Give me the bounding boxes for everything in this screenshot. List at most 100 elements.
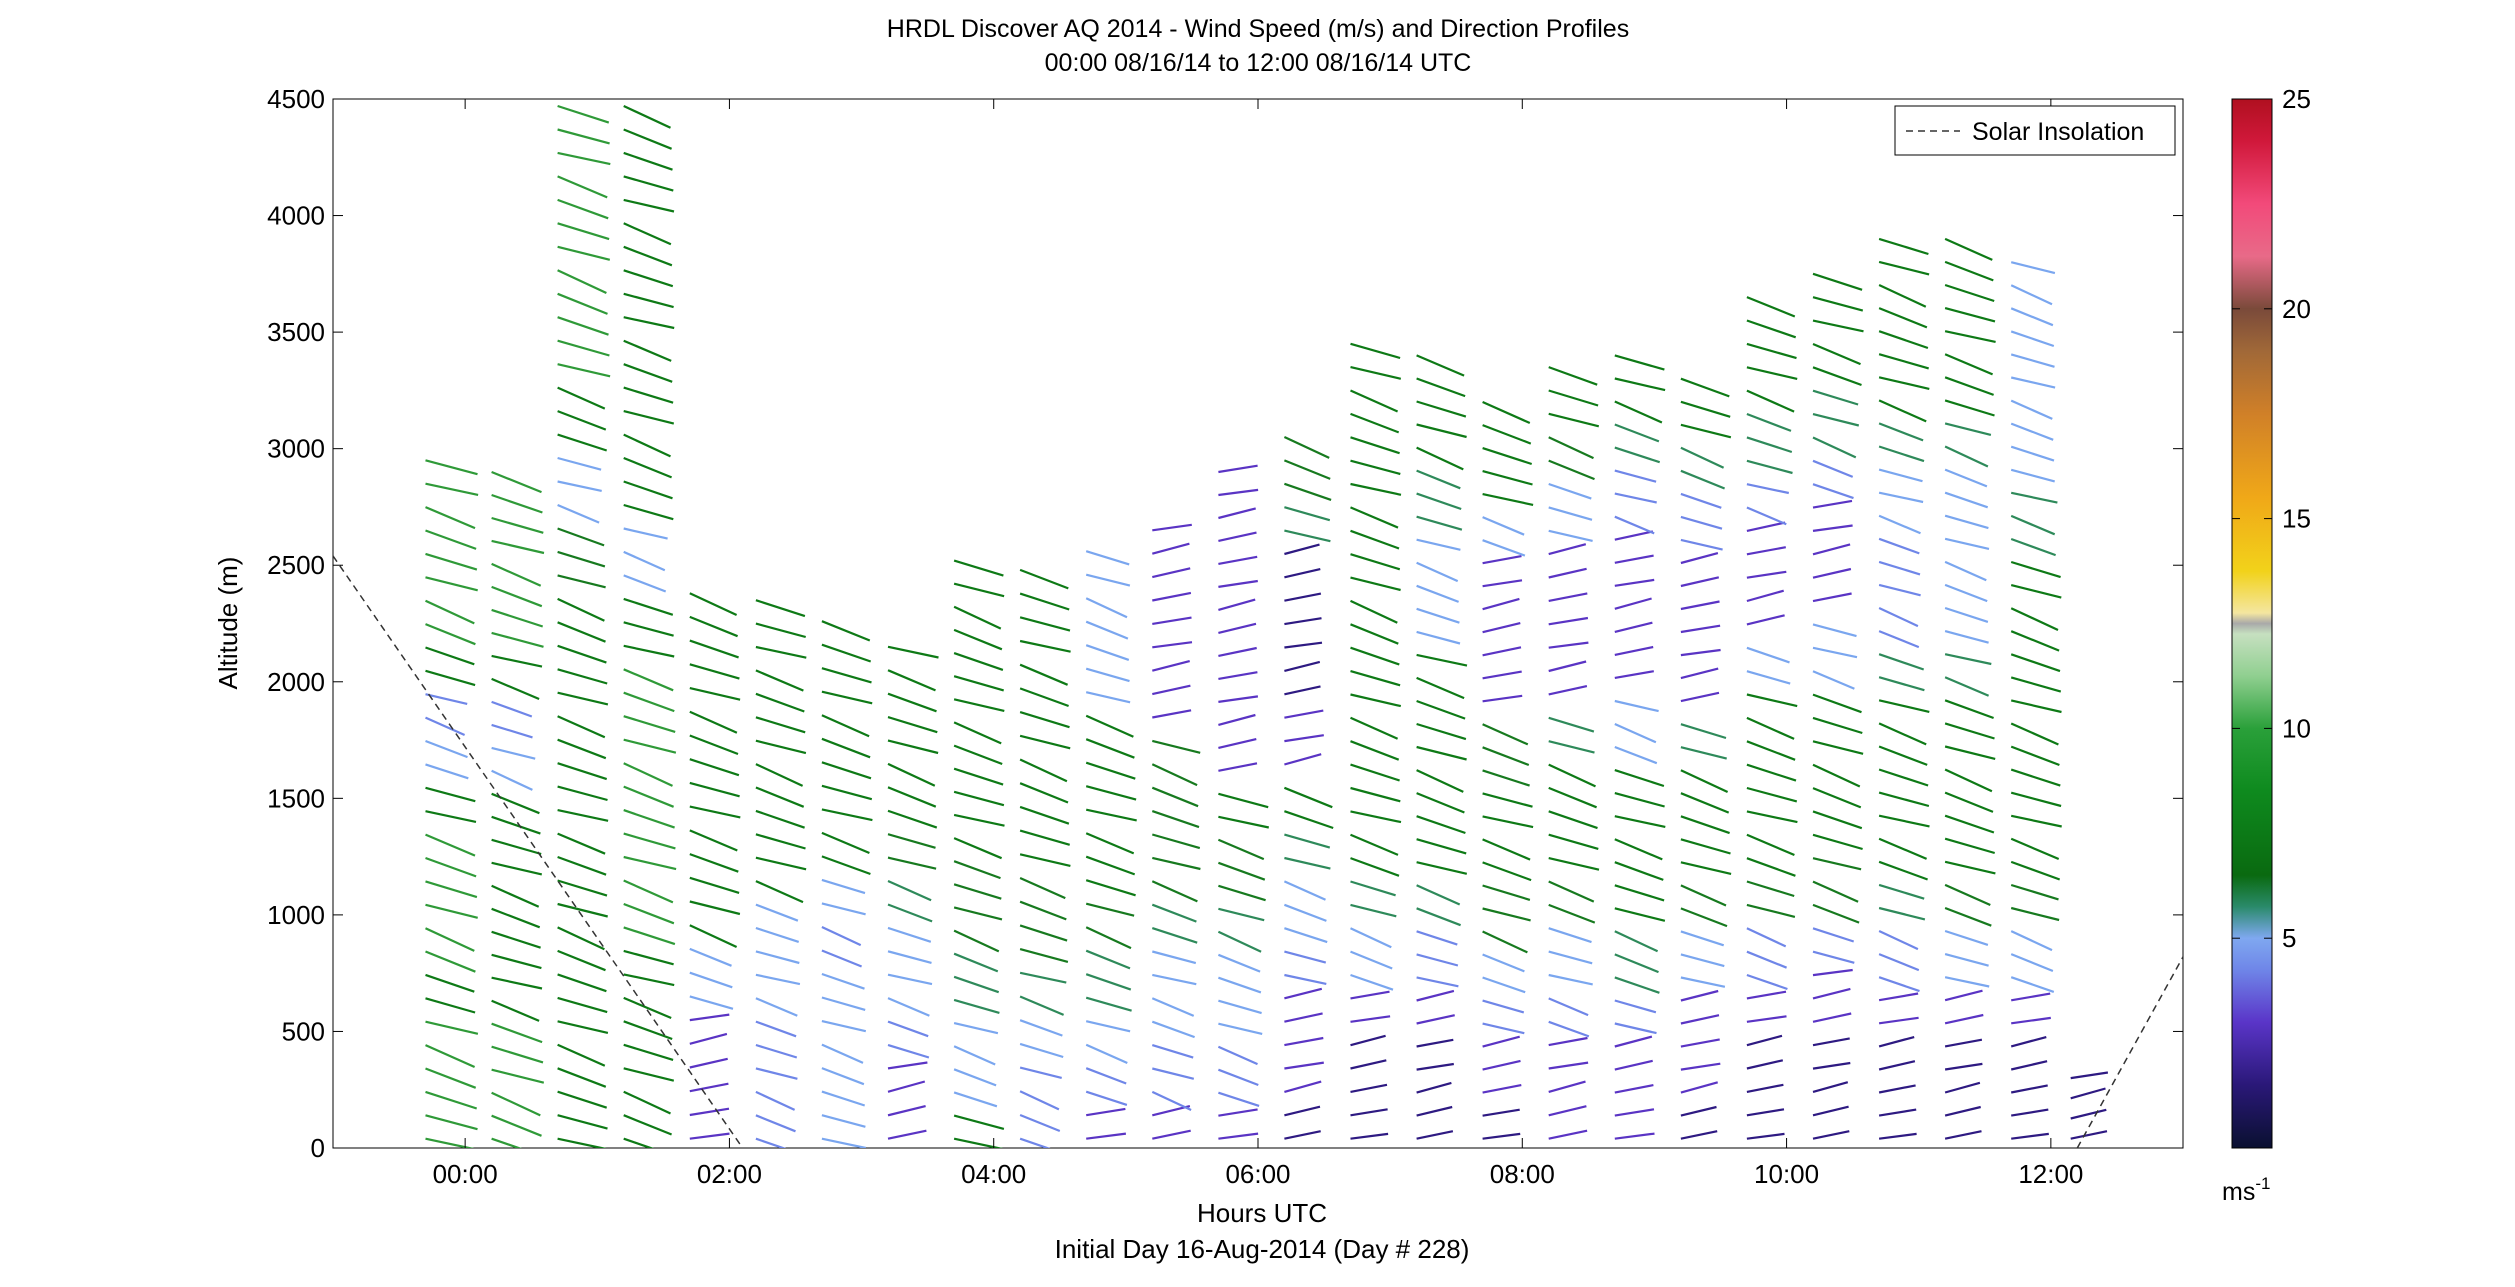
wind-barb: [1151, 927, 1198, 944]
wind-barb: [557, 550, 606, 568]
wind-barb: [1416, 930, 1458, 946]
wind-barb: [1614, 446, 1661, 464]
wind-barb: [755, 763, 804, 787]
wind-barb: [689, 615, 739, 638]
wind-barb: [1944, 929, 1989, 946]
wind-barb: [1812, 880, 1859, 903]
wind-barb: [1680, 953, 1725, 968]
wind-barb: [1284, 641, 1323, 649]
wind-barb: [689, 1057, 728, 1069]
x-axis-label: Hours UTC: [1197, 1198, 1327, 1228]
wind-barb: [1218, 507, 1256, 520]
wind-barb: [1416, 423, 1467, 439]
y-axis: 0 500 1000 1500 2000 2500 3000 3500 4000 4500: [267, 84, 2183, 1163]
wind-barb: [887, 762, 936, 787]
wind-barb: [689, 687, 741, 701]
wind-barb: [1284, 973, 1327, 985]
wind-barb: [1284, 987, 1323, 1000]
wind-barb: [755, 739, 807, 755]
wind-barb: [623, 691, 675, 713]
wind-barb: [953, 975, 1000, 994]
wind-barb: [1614, 907, 1666, 922]
wind-barb: [1019, 900, 1067, 921]
wind-barb: [1151, 786, 1199, 808]
wind-barb: [1614, 469, 1657, 483]
wind-barb: [2010, 953, 2054, 973]
wind-barb: [1416, 861, 1468, 875]
wind-barb: [1152, 616, 1192, 625]
legend: Solar Insolation: [1894, 105, 2176, 156]
wind-barb: [689, 1013, 730, 1022]
wind-barb: [623, 738, 677, 754]
wind-barb: [1416, 653, 1468, 667]
wind-barb: [887, 879, 932, 902]
wind-barb: [1548, 927, 1592, 944]
wind-barb: [1680, 648, 1721, 657]
wind-barb: [1350, 599, 1398, 624]
wind-barb: [1614, 354, 1665, 371]
wind-barb: [1482, 907, 1531, 922]
wind-barb: [1284, 927, 1328, 944]
wind-barb: [1680, 667, 1719, 680]
wind-barb: [1614, 838, 1663, 861]
wind-barb: [1680, 769, 1729, 793]
wind-barb: [821, 643, 872, 663]
wind-barb: [953, 1045, 996, 1066]
wind-barb: [1746, 589, 1784, 603]
wind-barb: [1746, 990, 1787, 1000]
wind-barb: [1746, 436, 1793, 454]
wind-barb: [821, 902, 866, 916]
wind-barb: [1284, 709, 1324, 719]
wind-barb: [1482, 447, 1533, 466]
wind-barb: [1614, 861, 1664, 881]
wind-barb: [755, 1137, 787, 1148]
wind-barb: [1812, 927, 1855, 943]
wind-barb: [425, 810, 477, 823]
wind-barb: [491, 677, 540, 701]
y-axis-label: Altitude (m): [213, 557, 243, 690]
wind-barb: [1878, 745, 1928, 766]
wind-barb: [821, 1043, 864, 1064]
wind-barb: [623, 715, 676, 733]
wind-barb: [821, 667, 872, 684]
wind-barb: [1482, 815, 1534, 829]
wind-barb: [425, 950, 476, 973]
wind-barb: [1614, 515, 1655, 535]
wind-barb: [491, 470, 542, 494]
wind-barb: [2010, 1060, 2048, 1071]
wind-barb: [1019, 734, 1071, 750]
wind-barb: [689, 781, 740, 798]
wind-barb: [1482, 953, 1525, 973]
wind-barb: [1812, 968, 1853, 977]
wind-barb: [953, 675, 1005, 692]
wind-barb: [1416, 953, 1459, 967]
wind-barb: [1878, 468, 1923, 483]
wind-barb: [953, 721, 1002, 745]
wind-barb: [1284, 856, 1331, 870]
wind-barb: [1416, 792, 1465, 814]
wind-barb: [557, 198, 609, 220]
wind-barb: [491, 746, 536, 760]
wind-barb: [623, 668, 674, 692]
wind-barb: [1218, 815, 1270, 829]
wind-barb: [1548, 641, 1589, 649]
wind-barb: [557, 316, 609, 336]
wind-barb: [953, 883, 1002, 900]
wind-barb: [953, 790, 1005, 807]
wind-barb: [1019, 782, 1069, 804]
wind-barb: [953, 1068, 997, 1087]
wind-barb: [1218, 622, 1257, 634]
wind-barb: [1878, 722, 1927, 746]
wind-barb: [1218, 792, 1269, 809]
wind-barb: [425, 506, 476, 530]
wind-barb: [1944, 1081, 1981, 1094]
wind-barb: [1350, 506, 1399, 529]
wind-barb: [1614, 645, 1654, 656]
wind-barb: [557, 668, 608, 685]
wind-barb: [953, 952, 999, 973]
wind-barb: [821, 737, 871, 759]
wind-barb: [1878, 992, 1919, 1002]
wind-barb: [1350, 740, 1400, 761]
wind-barb: [623, 128, 673, 150]
wind-barb: [623, 762, 673, 787]
